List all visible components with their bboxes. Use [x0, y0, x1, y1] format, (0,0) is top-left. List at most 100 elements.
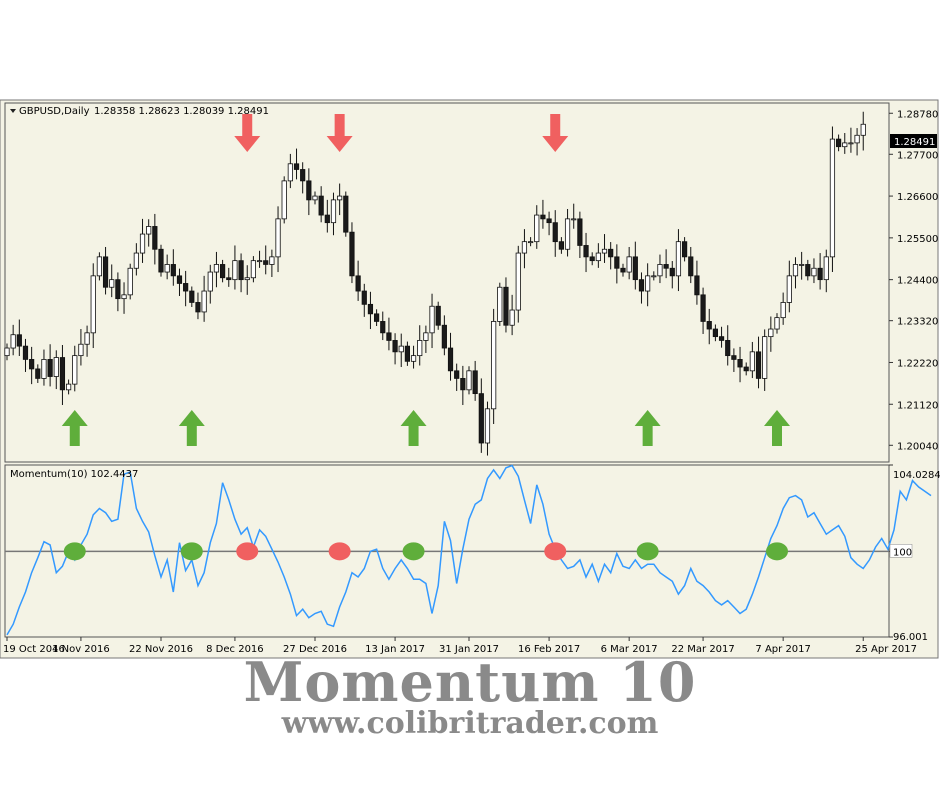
bull-candle: [823, 256, 829, 281]
caption-url: www.colibritrader.com: [281, 706, 659, 741]
bear-candle: [725, 340, 731, 357]
bull-candle: [515, 252, 521, 311]
bear-candle: [620, 267, 626, 273]
bull-candle: [84, 332, 90, 345]
x-tick-label: 25 Apr 2017: [855, 644, 917, 655]
bear-candle: [195, 302, 201, 313]
bear-candle: [589, 256, 595, 262]
sell-signal-dot: [544, 542, 567, 561]
bear-candle: [447, 347, 454, 372]
bull-candle: [509, 309, 515, 326]
bear-candle: [47, 359, 53, 377]
bear-candle: [343, 195, 349, 233]
bull-candle: [232, 260, 238, 281]
bear-candle: [663, 264, 669, 269]
bull-candle: [534, 214, 540, 243]
momentum-ref-box: [889, 544, 913, 558]
price-tick-label: 1.25500: [897, 234, 938, 245]
bull-candle: [146, 226, 152, 235]
caption-title: Momentum 10: [243, 650, 697, 714]
bull-candle: [66, 383, 72, 391]
bull-candle: [774, 317, 780, 330]
bear-candle: [737, 359, 743, 368]
bull-candle: [330, 199, 337, 224]
current-price-label: 1.28491: [894, 137, 935, 148]
bull-candle: [139, 233, 146, 254]
bear-candle: [478, 393, 484, 444]
bear-candle: [170, 264, 176, 277]
chart-container: 1.28780 1.27700 1.26600 1.25500 1.24400 1.233…: [0, 99, 940, 659]
bull-candle: [571, 218, 577, 221]
sell-arrow-icon: [326, 114, 353, 152]
bull-candle: [244, 277, 250, 281]
bear-candle: [743, 366, 749, 372]
bear-candle: [694, 275, 700, 296]
buy-arrow-icon: [400, 410, 427, 446]
x-tick-label: 7 Apr 2017: [755, 644, 810, 655]
bear-candle: [29, 359, 35, 370]
bear-candle: [386, 332, 392, 341]
bear-candle: [558, 241, 565, 250]
bear-candle: [183, 283, 189, 292]
bull-candle: [127, 267, 133, 296]
bear-candle: [435, 305, 441, 326]
price-tick-label: 1.28780: [897, 109, 938, 120]
price-signals: [61, 114, 790, 446]
price-tick-label: 1.27700: [897, 150, 938, 161]
price-panel: 1.28780 1.27700 1.26600 1.25500 1.24400 1.233…: [4, 102, 938, 463]
bull-candle: [491, 321, 497, 410]
bull-candle: [768, 328, 774, 338]
bull-candle: [133, 252, 139, 269]
symbol-label: GBPUSD,Daily: [19, 106, 90, 117]
bull-candle: [466, 370, 472, 391]
bear-candle: [293, 163, 300, 170]
bear-candle: [300, 169, 306, 182]
bull-candle: [164, 264, 170, 273]
bear-candle: [805, 264, 811, 277]
chart-svg: 1.28780 1.27700 1.26600 1.25500 1.24400 1.233…: [0, 99, 940, 659]
bull-candle: [528, 241, 534, 244]
bear-candle: [318, 195, 324, 216]
bull-candle: [854, 134, 860, 144]
price-axis: 1.28780 1.27700 1.26600 1.25500 1.24400 1.233…: [889, 109, 938, 452]
bull-candle: [484, 408, 491, 444]
buy-arrow-icon: [764, 410, 790, 446]
bear-candle: [712, 328, 719, 338]
bear-candle: [817, 267, 823, 281]
bear-candle: [219, 264, 226, 279]
sell-signal-dot: [328, 542, 351, 561]
bull-candle: [626, 256, 632, 273]
ohlc-values: 1.28358 1.28623 1.28039 1.28491: [94, 106, 269, 117]
current-price-box: [890, 134, 937, 148]
bull-candle: [521, 241, 528, 254]
bear-candle: [546, 218, 552, 224]
bull-candle: [275, 218, 281, 258]
bear-candle: [189, 290, 195, 303]
bull-candle: [213, 264, 220, 273]
bear-candle: [441, 324, 447, 349]
bull-candle: [564, 218, 571, 250]
x-tick-label: 19 Oct 2016: [3, 644, 65, 655]
bear-candle: [367, 303, 374, 315]
x-tick-label: 16 Feb 2017: [518, 644, 580, 655]
bear-candle: [115, 279, 121, 300]
bull-candle: [41, 359, 47, 379]
momentum-label: Momentum(10) 102.4437: [10, 469, 138, 480]
bull-candle: [429, 305, 435, 334]
bear-candle: [688, 256, 694, 277]
bull-candle: [4, 347, 10, 357]
momentum-tick-label: 96.001: [893, 632, 928, 643]
bear-candle: [718, 336, 725, 341]
bull-candle: [269, 256, 275, 265]
bear-candle: [35, 368, 41, 379]
bull-candle: [201, 290, 207, 313]
x-tick-label: 22 Nov 2016: [129, 644, 193, 655]
bear-candle: [583, 245, 589, 258]
bear-candle: [472, 370, 478, 395]
bear-candle: [380, 321, 386, 334]
bear-candle: [460, 378, 466, 391]
sell-signal-dot: [236, 542, 259, 561]
price-tick-label: 1.22220: [897, 358, 938, 369]
price-panel-border: [4, 102, 890, 463]
bull-candle: [207, 271, 213, 292]
